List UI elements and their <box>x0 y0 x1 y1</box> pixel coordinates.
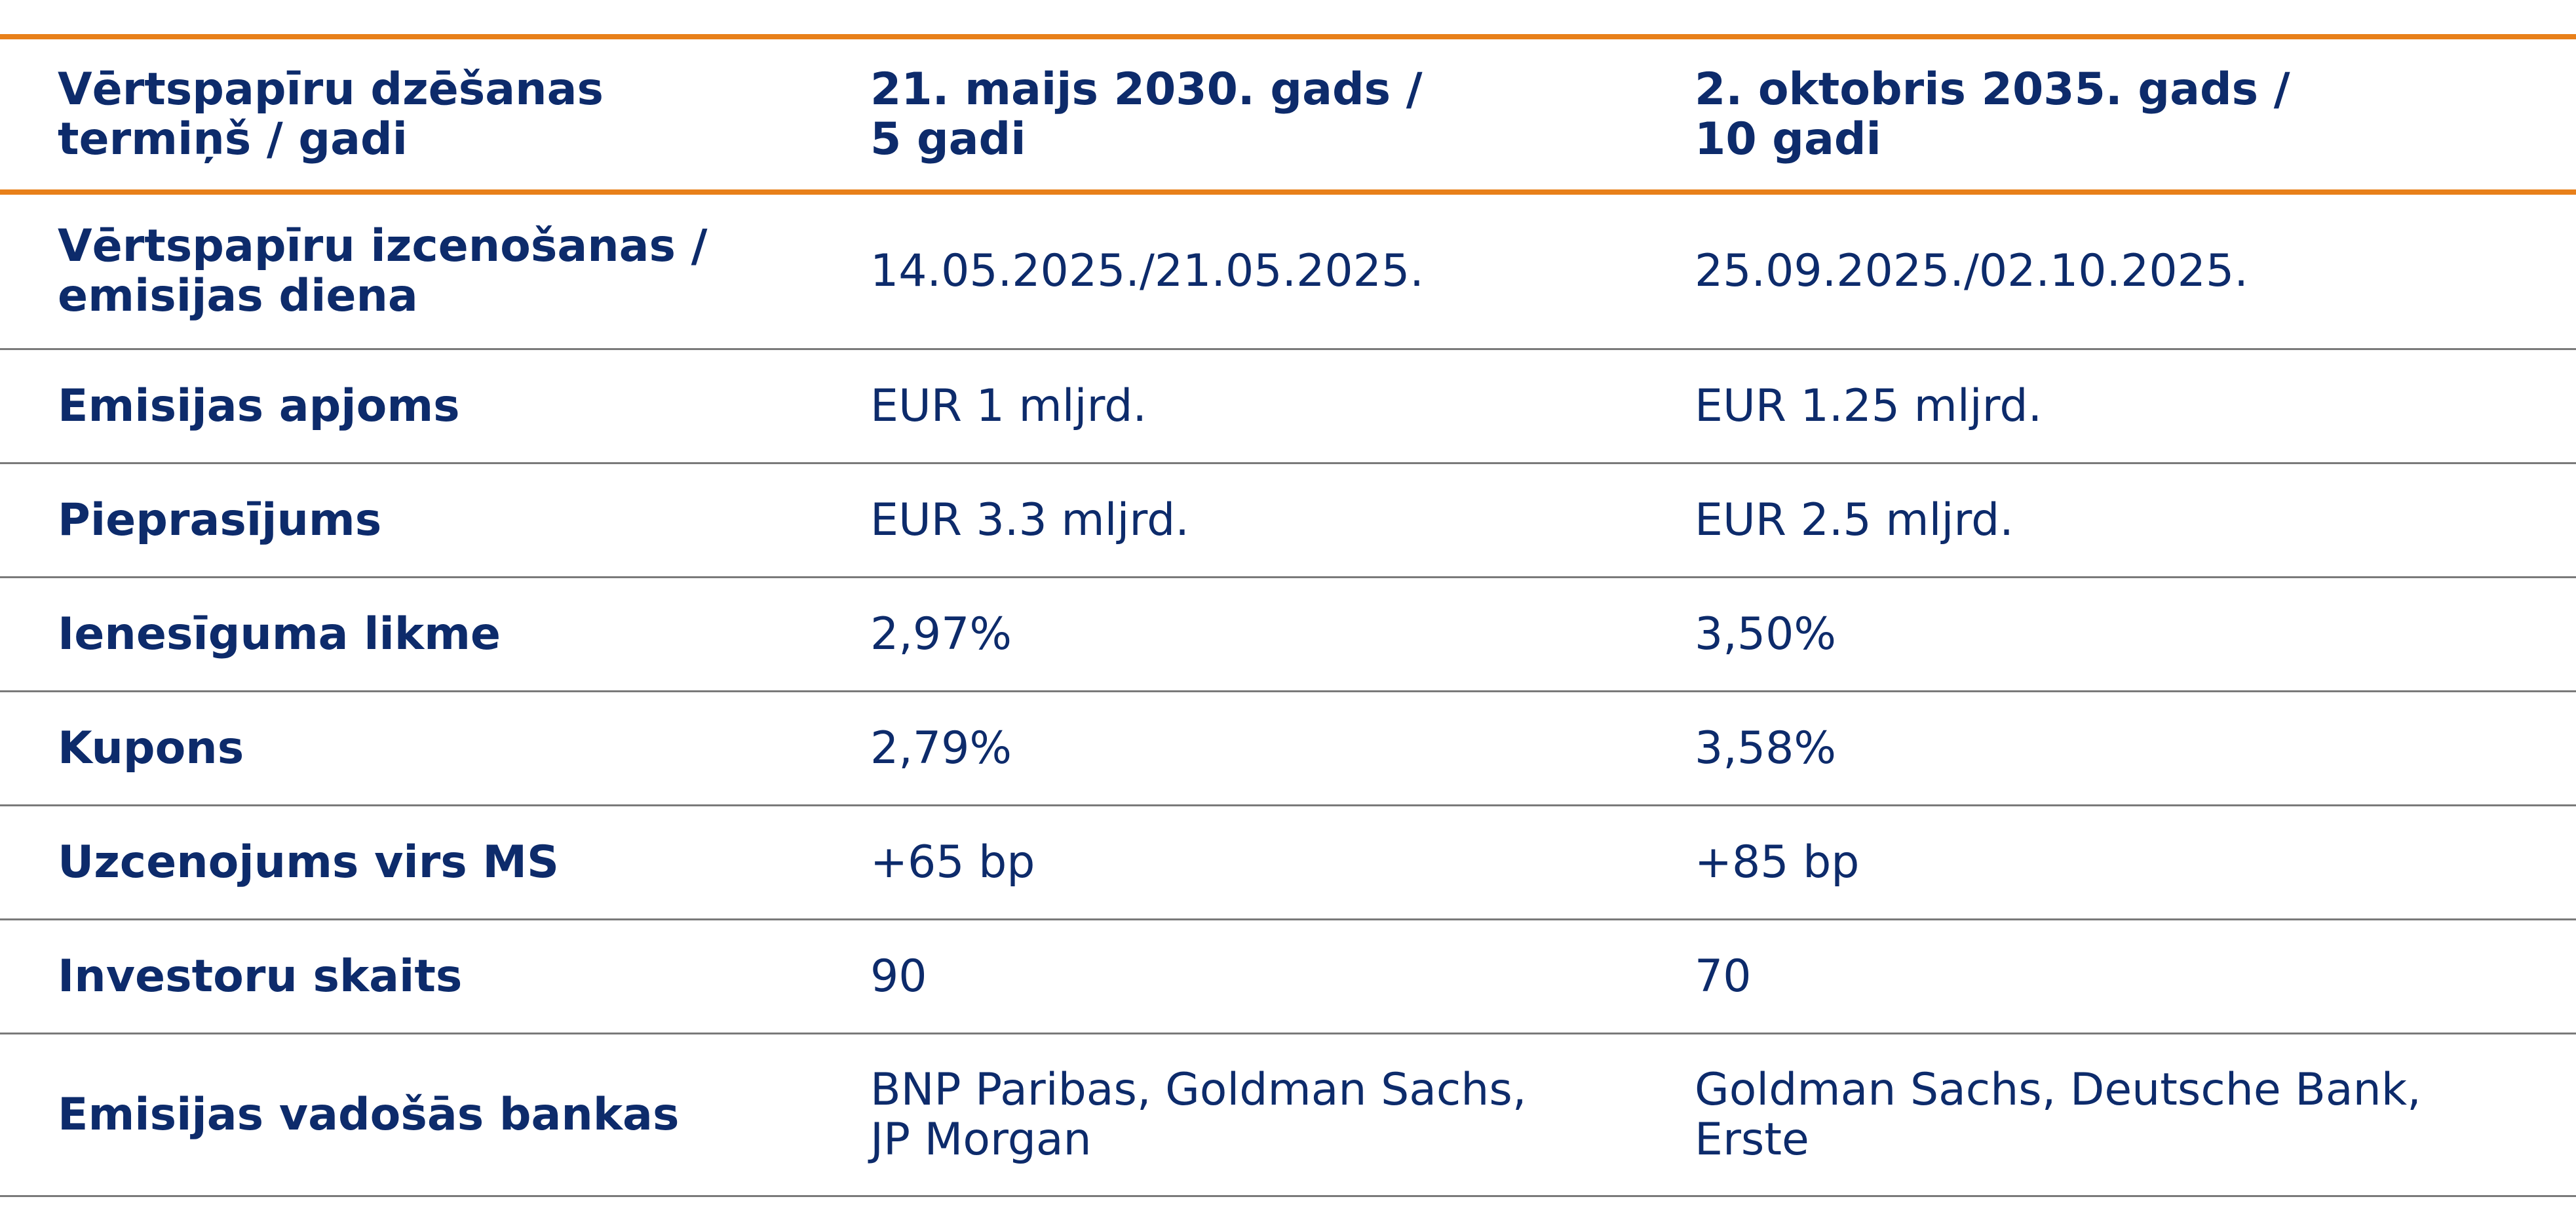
table-row: Emisijas vadošās bankas BNP Paribas, Gol… <box>0 1034 2576 1197</box>
row-value-10y: EUR 2.5 mljrd. <box>1695 494 2014 546</box>
row-value-5y: BNP Paribas, Goldman Sachs, JP Morgan <box>870 1063 1527 1166</box>
row-value-5y: 90 <box>870 950 927 1002</box>
row-label: Emisijas apjoms <box>58 380 460 432</box>
row-value-10y: 70 <box>1695 950 1752 1002</box>
header-10-year-bond: 2. oktobris 2035. gads / 10 gadi <box>1695 63 2290 165</box>
header-maturity-label: Vērtspapīru dzēšanas termiņš / gadi <box>58 63 604 165</box>
table-row: Emisijas apjoms EUR 1 mljrd. EUR 1.25 ml… <box>0 350 2576 464</box>
row-value-10y: EUR 1.25 mljrd. <box>1695 380 2043 432</box>
table-row: Uzcenojums virs MS +65 bp +85 bp <box>0 806 2576 920</box>
row-label: Pieprasījums <box>58 494 382 546</box>
row-value-5y: +65 bp <box>870 836 1035 888</box>
table-header-row: Vērtspapīru dzēšanas termiņš / gadi 21. … <box>0 39 2576 195</box>
row-value-10y: +85 bp <box>1695 836 1860 888</box>
header-5-year-bond: 21. maijs 2030. gads / 5 gadi <box>870 63 1423 165</box>
table-row: Pieprasījums EUR 3.3 mljrd. EUR 2.5 mljr… <box>0 464 2576 578</box>
row-label: Vērtspapīru izcenošanas / emisijas diena <box>58 220 708 322</box>
row-label: Kupons <box>58 722 244 774</box>
row-value-10y: 3,50% <box>1695 608 1837 660</box>
row-value-5y: 2,97% <box>870 608 1012 660</box>
row-label: Emisijas vadošās bankas <box>58 1088 680 1141</box>
row-value-10y: 25.09.2025./02.10.2025. <box>1695 245 2248 297</box>
row-label: Ienesīguma likme <box>58 608 501 660</box>
row-value-5y: 14.05.2025./21.05.2025. <box>870 245 1424 297</box>
row-label: Investoru skaits <box>58 950 463 1002</box>
table-row: Kupons 2,79% 3,58% <box>0 692 2576 806</box>
row-value-5y: EUR 1 mljrd. <box>870 380 1147 432</box>
row-value-10y: 3,58% <box>1695 722 1837 774</box>
row-value-10y: Goldman Sachs, Deutsche Bank, Erste <box>1695 1063 2421 1166</box>
table-row: Vērtspapīru izcenošanas / emisijas diena… <box>0 195 2576 350</box>
row-label: Uzcenojums virs MS <box>58 836 560 888</box>
table-row: Ienesīguma likme 2,97% 3,50% <box>0 578 2576 692</box>
table-row: Investoru skaits 90 70 <box>0 920 2576 1034</box>
bond-issuance-table: Vērtspapīru dzēšanas termiņš / gadi 21. … <box>0 34 2576 1197</box>
row-value-5y: 2,79% <box>870 722 1012 774</box>
row-value-5y: EUR 3.3 mljrd. <box>870 494 1189 546</box>
